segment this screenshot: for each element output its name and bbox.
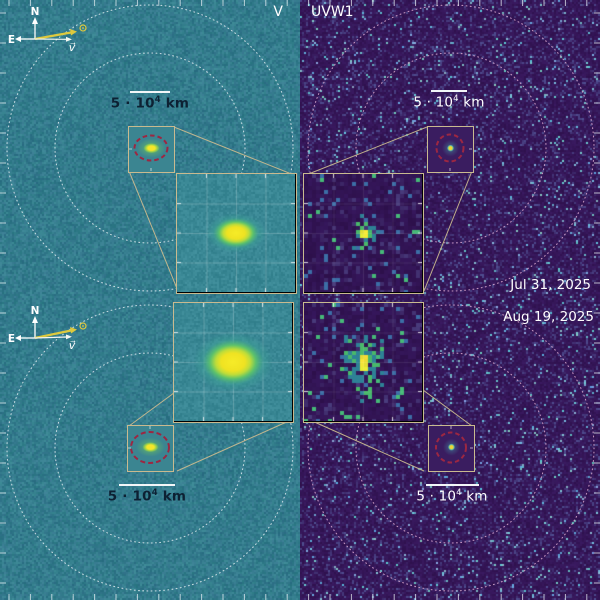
aperture-overlay [435,426,473,464]
east-label: E [8,34,15,46]
scale-base: 5 · 10 [416,488,457,505]
nucleus-inset-uvw1-jul31 [427,126,474,173]
scale-exponent: 4 [456,487,462,498]
scale-bar-label: 5 · 104 km [105,95,195,112]
zoom-inset-v-jul31-image [177,174,295,292]
nucleus-inset-v-jul31 [128,126,175,173]
scale-bar-line [425,484,479,486]
scale-bar-label: 5 · 104 km [102,488,192,505]
velocity-arrow-icon [34,336,67,339]
aperture-ellipse [130,431,170,464]
inset-ticks [450,426,473,449]
scale-bar-label: 5 · 104 km [404,94,494,111]
sun-icon [79,24,87,32]
scale-bar-label: 5 · 104 km [407,488,497,505]
sunward-arrowhead-icon [70,29,77,36]
inset-ticks [129,148,152,171]
sunward-arrow-icon [34,329,72,340]
aperture-overlay [128,426,170,464]
scale-unit: km [157,488,187,505]
aperture-ellipse [435,133,465,163]
compass-jul31: N E v⃗ [8,6,87,54]
scale-bar-line [130,91,170,93]
scale-base: 5 · 10 [110,95,155,112]
scale-unit: km [458,94,485,111]
aperture-overlay [435,133,472,171]
zoom-inset-uvw1-jul31 [303,173,424,294]
zoom-inset-uvw1-jul31-image [304,174,422,292]
north-label: N [31,305,40,317]
sunward-arrowhead-icon [70,327,77,334]
zoom-inset-v-aug19-image [174,303,292,421]
aperture-ellipse [133,134,169,162]
scale-base: 5 · 10 [413,94,454,111]
v-panel-image [0,0,300,600]
compass-aug19: N E v⃗ [8,305,87,352]
date-label-jul31: Jul 31, 2025 [510,277,591,293]
zoom-inset-uvw1-aug19-image [304,303,422,421]
scale-exponent: 4 [453,93,459,104]
scale-exponent: 4 [151,487,158,498]
scale-bar-uvw1-jul31: 5 · 104 km [404,90,494,110]
north-label: N [31,6,40,18]
scale-bar-line [119,484,175,486]
nucleus-inset-uvw1-aug19 [428,425,475,472]
zoom-inset-v-aug19 [173,302,294,423]
east-arrowhead-icon [15,36,21,42]
scale-base: 5 · 10 [107,488,152,505]
sunward-arrow-icon [34,31,72,41]
scale-bar-v-aug19: 5 · 104 km [102,484,192,504]
scale-exponent: 4 [154,94,161,105]
date-label-aug19: Aug 19, 2025 [503,309,594,325]
east-label: E [8,333,15,345]
sun-icon-dot [82,27,84,29]
scale-bar-line [431,90,467,92]
north-arrowhead-icon [32,17,38,24]
velocity-label: v⃗ [69,339,76,352]
nucleus-inset-v-aug19 [127,425,174,472]
zoom-inset-uvw1-aug19 [303,302,424,423]
scale-unit: km [160,95,190,112]
scale-unit: km [461,488,488,505]
north-arrowhead-icon [32,316,38,323]
aperture-ellipse [435,431,467,464]
velocity-arrowhead-icon [66,334,72,340]
scale-bar-v-jul31: 5 · 104 km [105,91,195,111]
inset-ticks [128,426,151,449]
velocity-label: v⃗ [69,41,76,54]
filter-label-uvw1: UVW1 [311,4,354,20]
filter-label-v: V [273,4,283,20]
inset-ticks [449,148,472,171]
sun-icon-dot [82,325,84,327]
east-arrowhead-icon [15,335,21,341]
aperture-overlay [129,134,169,171]
scale-bar-uvw1-aug19: 5 · 104 km [407,484,497,504]
zoom-inset-v-jul31 [176,173,297,294]
sun-icon [79,322,87,330]
velocity-arrowhead-icon [66,36,72,42]
